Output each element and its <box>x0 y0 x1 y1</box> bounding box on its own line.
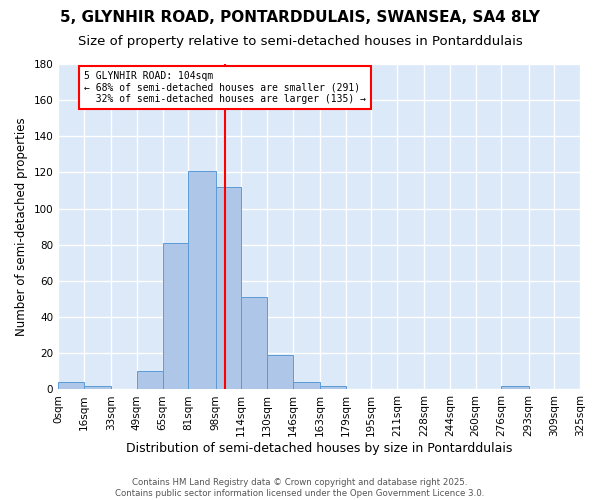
Bar <box>163 243 188 390</box>
Bar <box>58 382 84 390</box>
Bar <box>215 187 241 390</box>
Bar <box>137 372 163 390</box>
X-axis label: Distribution of semi-detached houses by size in Pontarddulais: Distribution of semi-detached houses by … <box>126 442 512 455</box>
Bar <box>241 297 267 390</box>
Text: Contains HM Land Registry data © Crown copyright and database right 2025.
Contai: Contains HM Land Registry data © Crown c… <box>115 478 485 498</box>
Text: Size of property relative to semi-detached houses in Pontarddulais: Size of property relative to semi-detach… <box>77 35 523 48</box>
Bar <box>293 382 320 390</box>
Text: 5, GLYNHIR ROAD, PONTARDDULAIS, SWANSEA, SA4 8LY: 5, GLYNHIR ROAD, PONTARDDULAIS, SWANSEA,… <box>60 10 540 25</box>
Bar <box>502 386 529 390</box>
Bar <box>267 355 293 390</box>
Text: 5 GLYNHIR ROAD: 104sqm
← 68% of semi-detached houses are smaller (291)
  32% of : 5 GLYNHIR ROAD: 104sqm ← 68% of semi-det… <box>84 71 366 104</box>
Bar <box>320 386 346 390</box>
Bar <box>188 170 215 390</box>
Bar <box>84 386 111 390</box>
Y-axis label: Number of semi-detached properties: Number of semi-detached properties <box>15 118 28 336</box>
